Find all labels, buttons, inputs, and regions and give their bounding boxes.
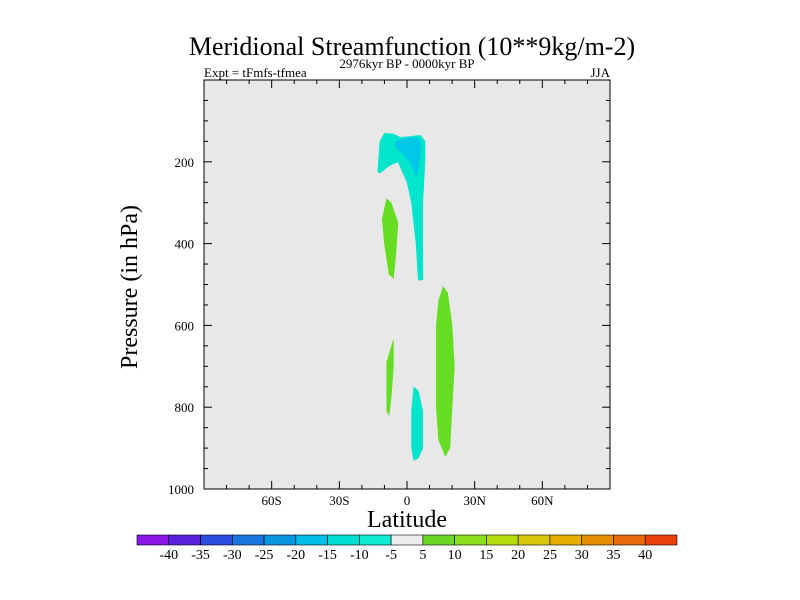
lower-right-positive-cell [436,285,455,457]
x-tick-label: 60N [531,493,554,508]
colorbar-label: 15 [479,548,493,563]
colorbar-label: 35 [606,548,620,563]
y-tick-label: 1000 [168,482,194,497]
colorbar-swatch [644,534,678,546]
y-tick-label: 600 [175,318,195,333]
contour-regions [377,132,455,461]
colorbar-label: -25 [255,548,274,563]
experiment-label: Expt = tFmfs-tfmea [204,65,307,80]
y-tick-label: 800 [175,400,195,415]
colorbar-label: -40 [159,548,178,563]
colorbar-label: 5 [419,548,426,563]
lower-left-positive-cell [386,339,394,417]
x-tick-label: 0 [404,493,411,508]
colorbar-label: 20 [511,548,525,563]
colorbar-label: 25 [543,548,557,563]
colorbar: -40 -35 -30 -25 -20 -15 -10 -5 5 10 15 20 25 30 35 40 [136,534,678,563]
season-label: JJA [590,65,610,80]
colorbar-swatch [549,534,583,546]
colorbar-swatch [231,534,265,546]
colorbar-label: -10 [350,548,369,563]
x-tick-label: 30N [463,493,486,508]
colorbar-label: 30 [575,548,589,563]
x-tick-label: 30S [329,493,349,508]
colorbar-swatch [168,534,201,546]
colorbar-swatch [359,534,392,546]
x-axis-label: Latitude [367,507,447,533]
period-label: 2976kyr BP - 0000kyr BP [339,56,474,71]
colorbar-swatch [454,534,487,546]
colorbar-swatch [517,534,551,546]
colorbar-label: 40 [638,548,652,563]
axis-ticks: 60S 30S 0 30N 60N 200 400 600 800 1000 [168,80,610,508]
colorbar-swatch [200,534,233,546]
lower-negative-cell [411,386,424,461]
colorbar-swatch [263,534,297,546]
upper-positive-cell [381,198,399,279]
upper-negative-cell [377,132,426,281]
colorbar-label: -5 [385,548,397,563]
upper-negative-core [395,137,421,180]
y-axis-label: Pressure (in hPa) [117,205,143,369]
colorbar-label: -30 [223,548,242,563]
y-tick-label: 200 [175,155,195,170]
colorbar-label: -35 [191,548,210,563]
colorbar-swatch [422,534,455,546]
x-tick-label: 60S [262,493,282,508]
colorbar-swatch [136,534,170,546]
chart-title: Meridional Streamfunction (10**9kg/m-2) [189,32,635,61]
colorbar-label: 10 [448,548,462,563]
colorbar-label: -20 [286,548,305,563]
colorbar-swatch [295,534,328,546]
colorbar-swatch [486,534,519,546]
colorbar-swatch [581,534,614,546]
colorbar-swatch [327,534,360,546]
y-tick-label: 400 [175,237,195,252]
minor-ticks [204,80,610,489]
colorbar-label: -15 [318,548,337,563]
colorbar-swatch [613,534,646,546]
colorbar-swatch [390,534,424,546]
